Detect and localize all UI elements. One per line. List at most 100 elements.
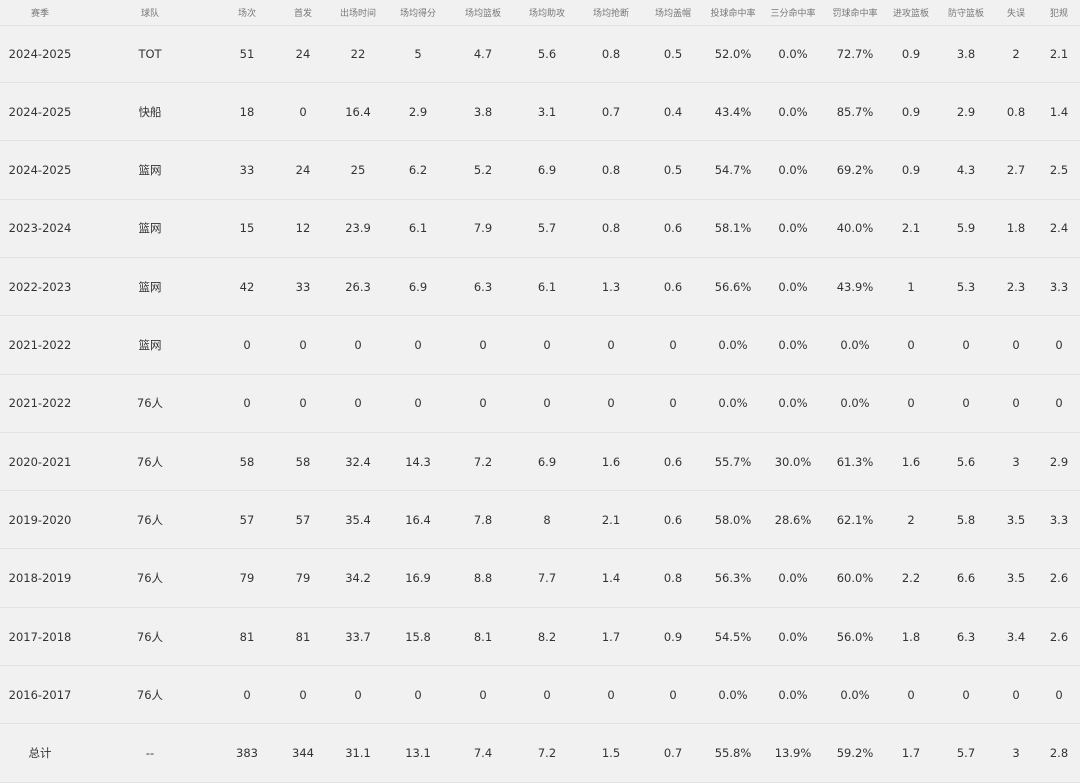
cell-off-reb: 1.6 xyxy=(901,454,921,469)
cell-blocks: 0 xyxy=(669,338,677,352)
table-row: 2024-2025 篮网 33 24 25 6.2 5.2 6.9 0.8 0.5 54.7% 0.0… xyxy=(0,142,1080,200)
cell-minutes: 0 xyxy=(354,687,362,702)
cell-team: -- xyxy=(145,746,155,761)
cell-assists: 0 xyxy=(543,396,551,411)
cell-def-reb: 6.6 xyxy=(956,571,976,586)
cell-team: 篮网 xyxy=(138,163,162,178)
cell-blocks: 0.5 xyxy=(663,163,683,178)
cell-team: 76人 xyxy=(136,512,164,527)
cell-assists: 5.7 xyxy=(537,221,557,236)
table-row: 2022-2023 篮网 42 33 26.3 6.9 6.3 6.1 1.3 0.6 56.6% 0… xyxy=(0,258,1080,317)
cell-steals: 0.7 xyxy=(601,104,621,119)
cell-turnovers: 3.5 xyxy=(1006,571,1026,586)
cell-assists: 7.2 xyxy=(537,746,557,761)
cell-three-pct: 0.0% xyxy=(778,338,808,352)
table-row: 2021-2022 篮网 0 0 0 0 0 0 0 0 0.0% 0.0% 0.0% 0 0 0 0 xyxy=(0,317,1080,375)
table-row: 2016-2017 76人 0 0 0 0 0 0 0 0 0.0% 0.0% 0.0% 0 0 0 0 xyxy=(0,666,1080,725)
cell-blocks: 0.8 xyxy=(663,571,683,586)
cell-rebounds: 5.2 xyxy=(473,163,493,178)
cell-fouls: 2.5 xyxy=(1049,163,1069,178)
cell-off-reb: 0.9 xyxy=(901,46,921,61)
header-steals: 场均抢断 xyxy=(592,9,629,19)
cell-blocks: 0.6 xyxy=(663,454,683,469)
cell-games: 0 xyxy=(243,396,251,411)
cell-steals: 0.8 xyxy=(601,46,621,61)
cell-fouls: 3.3 xyxy=(1049,512,1069,527)
cell-steals: 0 xyxy=(607,338,615,352)
cell-points: 0 xyxy=(414,396,422,411)
cell-rebounds: 0 xyxy=(479,338,487,352)
cell-starts: 0 xyxy=(299,396,307,411)
cell-season: 2017-2018 xyxy=(8,629,72,644)
cell-team: 76人 xyxy=(136,454,164,469)
header-off-reb: 进攻篮板 xyxy=(892,9,929,19)
cell-games: 0 xyxy=(243,687,251,702)
table-row: 2017-2018 76人 81 81 33.7 15.8 8.1 8.2 1.7 0.9 54.5… xyxy=(0,608,1080,666)
cell-turnovers: 2.7 xyxy=(1006,163,1026,178)
cell-fouls: 2.6 xyxy=(1049,629,1069,644)
cell-turnovers: 2.3 xyxy=(1006,279,1026,294)
cell-points: 0 xyxy=(414,687,422,702)
cell-fouls: 3.3 xyxy=(1049,279,1069,294)
cell-season: 2023-2024 xyxy=(8,221,72,236)
cell-blocks: 0.6 xyxy=(663,279,683,294)
cell-three-pct: 0.0% xyxy=(778,221,808,236)
cell-season: 2021-2022 xyxy=(8,338,72,352)
cell-minutes: 25 xyxy=(350,163,366,178)
cell-fg-pct: 58.1% xyxy=(714,221,752,236)
cell-three-pct: 0.0% xyxy=(778,687,808,702)
table-row: 2018-2019 76人 79 79 34.2 16.9 8.8 7.7 1.4 0.8 56.3… xyxy=(0,550,1080,608)
cell-minutes: 32.4 xyxy=(345,454,371,469)
cell-rebounds: 8.1 xyxy=(473,629,493,644)
cell-turnovers: 3 xyxy=(1012,746,1020,761)
cell-fouls: 2.8 xyxy=(1049,746,1069,761)
cell-starts: 58 xyxy=(295,454,311,469)
cell-games: 0 xyxy=(243,338,251,352)
cell-def-reb: 3.8 xyxy=(956,46,976,61)
table-row: 2021-2022 76人 0 0 0 0 0 0 0 0 0.0% 0.0% 0.0% 0 0 0 0 xyxy=(0,375,1080,433)
cell-ft-pct: 43.9% xyxy=(836,279,874,294)
cell-assists: 6.1 xyxy=(537,279,557,294)
cell-minutes: 16.4 xyxy=(345,104,371,119)
cell-def-reb: 5.3 xyxy=(956,279,976,294)
cell-rebounds: 7.9 xyxy=(473,221,493,236)
cell-ft-pct: 61.3% xyxy=(836,454,874,469)
cell-minutes: 33.7 xyxy=(345,629,371,644)
cell-minutes: 23.9 xyxy=(345,221,371,236)
cell-fg-pct: 52.0% xyxy=(714,46,752,61)
cell-ft-pct: 72.7% xyxy=(836,46,874,61)
cell-three-pct: 13.9% xyxy=(774,746,812,761)
header-turnovers: 失误 xyxy=(1006,9,1025,19)
cell-fg-pct: 56.6% xyxy=(714,279,752,294)
cell-season: 2020-2021 xyxy=(8,454,72,469)
header-rebounds: 场均篮板 xyxy=(464,9,501,19)
cell-minutes: 35.4 xyxy=(345,512,371,527)
cell-fg-pct: 55.7% xyxy=(714,454,752,469)
cell-games: 383 xyxy=(236,746,258,761)
cell-ft-pct: 62.1% xyxy=(836,512,874,527)
cell-def-reb: 5.6 xyxy=(956,454,976,469)
cell-fouls: 2.9 xyxy=(1049,454,1069,469)
cell-team: 76人 xyxy=(136,571,164,586)
cell-off-reb: 1.8 xyxy=(901,629,921,644)
table-row: 2024-2025 TOT 51 24 22 5 4.7 5.6 0.8 0.5 52.0% 0.0%… xyxy=(0,25,1080,83)
header-blocks: 场均盖帽 xyxy=(654,9,691,19)
cell-team: 篮网 xyxy=(138,338,162,352)
cell-fg-pct: 54.5% xyxy=(714,629,752,644)
cell-rebounds: 7.8 xyxy=(473,512,493,527)
cell-fouls: 1.4 xyxy=(1049,104,1069,119)
cell-team: TOT xyxy=(138,46,162,61)
header-points: 场均得分 xyxy=(399,9,436,19)
cell-points: 14.3 xyxy=(405,454,431,469)
cell-blocks: 0.6 xyxy=(663,221,683,236)
cell-season: 2018-2019 xyxy=(8,571,72,586)
cell-def-reb: 0 xyxy=(962,687,970,702)
cell-def-reb: 5.7 xyxy=(956,746,976,761)
cell-fg-pct: 55.8% xyxy=(714,746,752,761)
cell-assists: 5.6 xyxy=(537,46,557,61)
cell-rebounds: 6.3 xyxy=(473,279,493,294)
cell-assists: 0 xyxy=(543,687,551,702)
cell-off-reb: 1.7 xyxy=(901,746,921,761)
header-team: 球队 xyxy=(140,9,159,19)
cell-team: 篮网 xyxy=(138,279,162,294)
